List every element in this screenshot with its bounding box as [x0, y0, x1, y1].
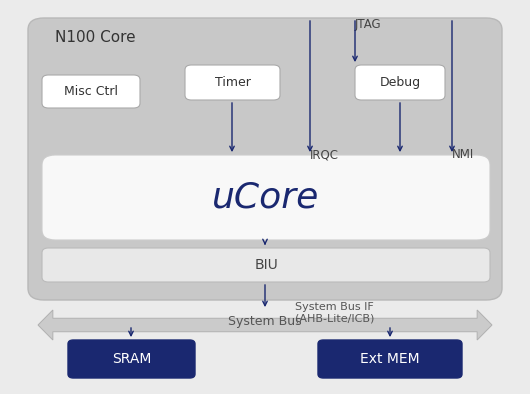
FancyBboxPatch shape	[42, 155, 490, 240]
FancyBboxPatch shape	[318, 340, 462, 378]
Text: Misc Ctrl: Misc Ctrl	[64, 85, 118, 98]
Text: Debug: Debug	[379, 76, 421, 89]
Text: System Bus IF
(AHB-Lite/ICB): System Bus IF (AHB-Lite/ICB)	[295, 302, 374, 323]
Text: System Bus: System Bus	[228, 316, 302, 329]
Text: N100 Core: N100 Core	[55, 30, 136, 45]
FancyBboxPatch shape	[42, 248, 490, 282]
FancyBboxPatch shape	[42, 75, 140, 108]
Text: Timer: Timer	[215, 76, 251, 89]
Polygon shape	[38, 310, 492, 340]
FancyBboxPatch shape	[185, 65, 280, 100]
Text: NMI: NMI	[452, 148, 474, 161]
Text: IRQC: IRQC	[310, 148, 339, 161]
Text: JTAG: JTAG	[355, 18, 382, 31]
Text: SRAM: SRAM	[112, 352, 151, 366]
FancyBboxPatch shape	[28, 18, 502, 300]
FancyBboxPatch shape	[68, 340, 195, 378]
Text: Ext MEM: Ext MEM	[360, 352, 420, 366]
Text: uCore: uCore	[213, 180, 320, 214]
FancyBboxPatch shape	[355, 65, 445, 100]
Text: BIU: BIU	[254, 258, 278, 272]
